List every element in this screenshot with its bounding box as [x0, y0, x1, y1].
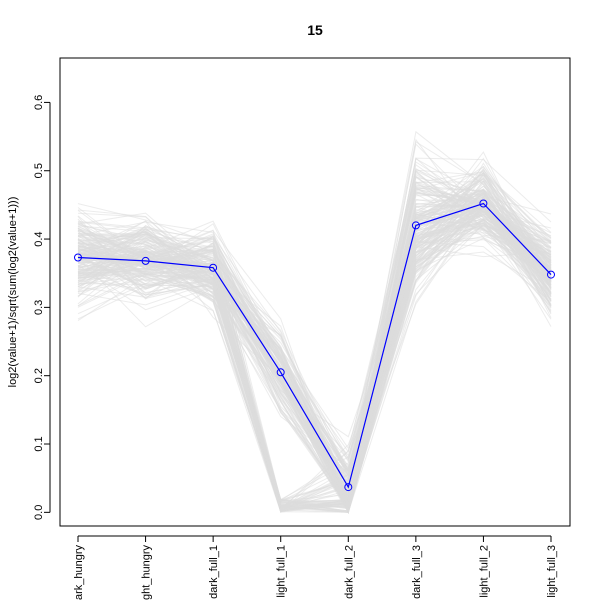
- y-axis: 0.0 0.1 0.2 0.3 0.4 0.5 0.6: [33, 95, 51, 520]
- background-line: [77, 204, 552, 509]
- x-tick-label: ark_hungry: [73, 545, 85, 600]
- y-tick-label: 0.6: [33, 95, 45, 110]
- x-tick-label: dark_full_3: [411, 545, 423, 599]
- data-point: [479, 199, 488, 208]
- background-line: [77, 193, 552, 514]
- background-line: [77, 196, 552, 511]
- background-line: [77, 204, 552, 510]
- background-line: [77, 211, 552, 438]
- background-line: [77, 195, 552, 513]
- highlight-line: [77, 202, 552, 489]
- x-tick-label: light_full_1: [276, 545, 288, 598]
- data-point: [141, 256, 150, 265]
- x-tick-label: ght_hungry: [141, 545, 153, 600]
- y-tick-label: 0.1: [33, 436, 45, 451]
- background-line: [77, 219, 552, 513]
- data-point: [547, 270, 555, 279]
- y-tick-label: 0.0: [33, 505, 45, 520]
- data-point: [411, 221, 420, 230]
- x-tick-label: light_full_3: [546, 545, 558, 598]
- background-line: [77, 205, 552, 501]
- background-line: [77, 251, 552, 506]
- background-line: [77, 223, 552, 513]
- y-tick-label: 0.3: [33, 300, 45, 315]
- x-axis: ark_hungry ght_hungry dark_full_1 light_ful…: [73, 535, 558, 600]
- data-point: [344, 483, 353, 492]
- plot-frame: [59, 57, 571, 527]
- background-line: [77, 192, 552, 480]
- y-tick-label: 0.2: [33, 368, 45, 383]
- background-line: [77, 193, 552, 514]
- chart-title: 15: [307, 22, 323, 38]
- background-line: [77, 177, 552, 515]
- y-tick-label: 0.5: [33, 163, 45, 178]
- data-point: [74, 253, 82, 262]
- background-line: [77, 175, 552, 507]
- highlight-series: [74, 199, 555, 492]
- background-line: [77, 193, 552, 510]
- x-tick-label: dark_full_2: [343, 545, 355, 599]
- background-line: [77, 165, 552, 505]
- data-point: [276, 368, 285, 377]
- background-line: [77, 209, 552, 511]
- background-line: [77, 185, 552, 508]
- data-point: [209, 263, 218, 272]
- y-axis-label: log2(value+1)/sqrt(sum(log2(value+1))): [7, 197, 19, 388]
- background-line: [77, 203, 552, 514]
- background-line: [77, 161, 552, 477]
- background-line: [77, 170, 552, 508]
- background-line: [77, 203, 552, 511]
- y-tick-label: 0.4: [33, 231, 45, 246]
- x-tick-label: light_full_2: [478, 545, 490, 598]
- x-tick-label: dark_full_1: [208, 545, 220, 599]
- background-line: [77, 188, 552, 510]
- background-lines: [77, 130, 552, 515]
